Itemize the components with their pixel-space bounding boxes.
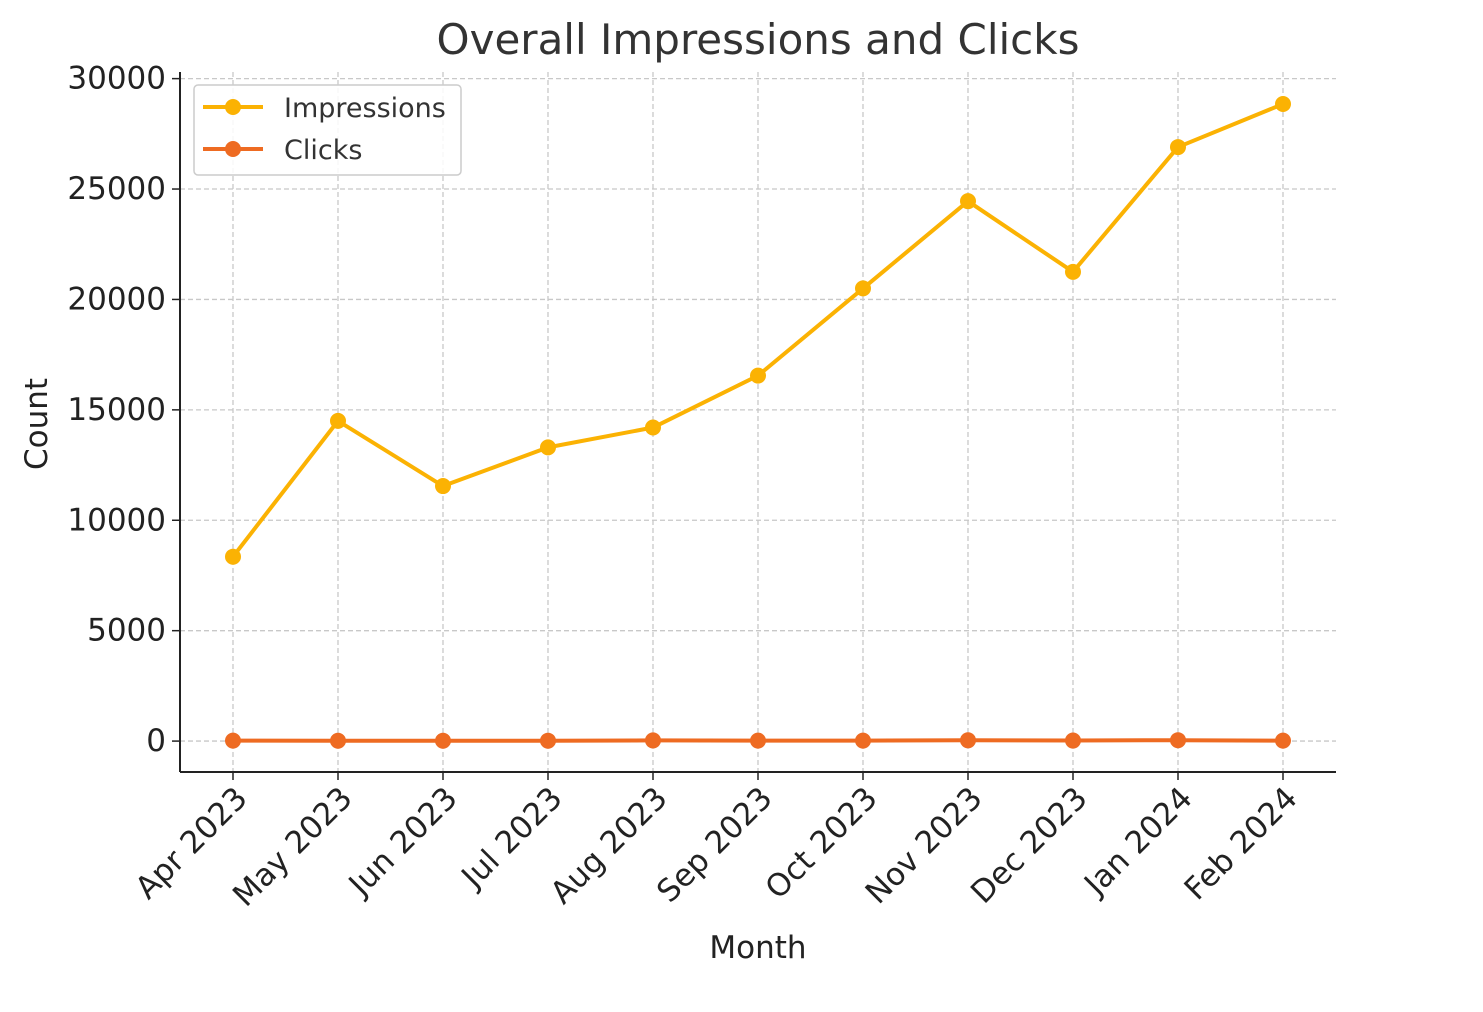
data-point-clicks	[1275, 732, 1291, 749]
legend-label-clicks: Clicks	[284, 135, 362, 166]
y-tick-label: 25000	[67, 171, 166, 207]
data-point-clicks	[225, 732, 241, 749]
x-tick-label: Sep 2023	[650, 780, 780, 910]
data-point-impressions	[855, 280, 871, 297]
legend-item-impressions: Impressions	[203, 93, 446, 124]
data-point-impressions	[435, 478, 451, 495]
y-tick-label: 5000	[87, 613, 166, 649]
chart-title: Overall Impressions and Clicks	[437, 15, 1080, 64]
legend-marker-impressions	[225, 99, 241, 115]
y-tick-label: 0	[146, 723, 166, 759]
legend: Impressions Clicks	[193, 84, 462, 176]
data-point-impressions	[960, 193, 976, 210]
data-point-clicks	[1170, 732, 1186, 749]
x-tick-label: Jun 2023	[341, 780, 465, 904]
data-point-impressions	[750, 367, 766, 384]
y-tick-labels: 0 5000 10000 15000 20000 25000 30000	[67, 61, 180, 759]
data-point-impressions	[330, 412, 346, 429]
x-tick-label: Feb 2024	[1178, 780, 1305, 907]
data-point-clicks	[855, 732, 871, 749]
y-axis-label: Count	[19, 378, 55, 470]
grid	[180, 72, 1336, 772]
data-point-clicks	[330, 732, 346, 749]
data-point-clicks	[540, 732, 556, 749]
data-point-clicks	[960, 732, 976, 749]
series	[225, 96, 1291, 749]
y-tick-label: 20000	[67, 281, 166, 317]
data-point-clicks	[645, 732, 661, 749]
data-point-impressions	[540, 439, 556, 456]
data-point-clicks	[435, 732, 451, 749]
data-point-clicks	[750, 732, 766, 749]
data-point-impressions	[225, 548, 241, 565]
legend-label-impressions: Impressions	[284, 93, 446, 124]
data-point-impressions	[1170, 139, 1186, 156]
x-axis-label: Month	[709, 930, 806, 966]
legend-marker-clicks	[225, 141, 241, 157]
data-point-clicks	[1065, 732, 1081, 749]
data-point-impressions	[1065, 263, 1081, 280]
data-point-impressions	[1275, 96, 1291, 113]
y-tick-label: 30000	[67, 61, 166, 97]
legend-item-clicks: Clicks	[203, 135, 362, 166]
y-tick-label: 10000	[67, 502, 166, 538]
y-tick-label: 15000	[67, 392, 166, 428]
data-point-impressions	[645, 419, 661, 436]
